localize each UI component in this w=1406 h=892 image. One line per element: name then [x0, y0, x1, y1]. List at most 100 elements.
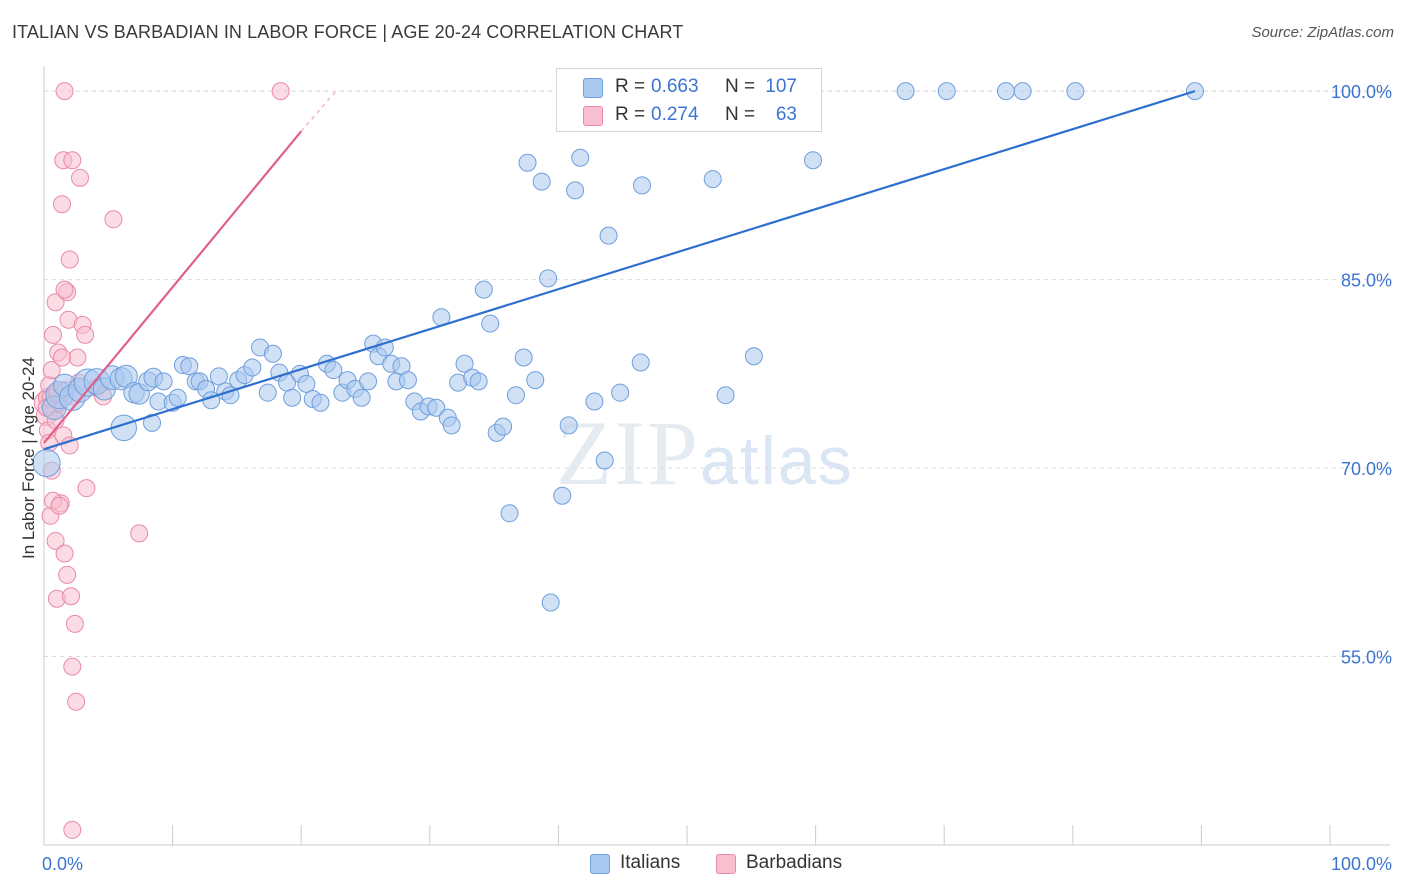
- barbadian-point: [68, 348, 87, 367]
- y-tick-label: 85.0%: [1341, 271, 1392, 291]
- y-tick-label: 55.0%: [1341, 648, 1392, 668]
- legend-n-label: N =: [725, 104, 756, 125]
- barbadian-point: [53, 348, 72, 367]
- legend-swatch-italians: [590, 854, 610, 874]
- watermark: ZIPatlas: [556, 400, 854, 506]
- barbadian-point: [44, 325, 63, 344]
- legend-row-italians: R = 0.663 N = 107: [557, 73, 821, 101]
- italian-point: [553, 486, 572, 505]
- barbadian-point: [65, 614, 84, 633]
- legend-label-barbadians: Barbadians: [746, 852, 843, 873]
- barbadian-point: [46, 531, 65, 550]
- barbadians-trend-line: [43, 130, 303, 444]
- trend-layer: [43, 90, 1196, 451]
- x-tick-label: 0.0%: [42, 854, 83, 874]
- italian-point: [1066, 82, 1085, 101]
- italian-point: [263, 344, 282, 363]
- barbadian-point: [71, 168, 90, 187]
- italian-point: [996, 82, 1015, 101]
- italian-point: [427, 398, 446, 417]
- italians-trend-line: [43, 90, 1196, 451]
- barbadian-point: [58, 565, 77, 584]
- italian-point: [324, 361, 343, 380]
- legend-swatch-barbadians: [716, 854, 736, 874]
- italian-point: [1013, 82, 1032, 101]
- legend-row-barbadians: R = 0.274 N = 63: [557, 101, 821, 129]
- y-axis-label: In Labor Force | Age 20-24: [19, 357, 38, 559]
- italian-point: [359, 372, 378, 391]
- italian-point: [258, 383, 277, 402]
- barbadian-point: [53, 195, 72, 214]
- italian-point: [716, 386, 735, 405]
- barbadian-point: [42, 361, 61, 380]
- legend-r-value: 0.274: [651, 104, 699, 125]
- italian-point: [937, 82, 956, 101]
- barbadian-point: [63, 151, 82, 170]
- italian-point: [532, 172, 551, 191]
- italian-point: [180, 357, 199, 376]
- legend-r-label: R =: [615, 76, 646, 97]
- italian-point: [539, 269, 558, 288]
- italian-point: [518, 153, 537, 172]
- italian-point: [311, 393, 330, 412]
- italian-point: [168, 388, 187, 407]
- label-layer: 55.0% 70.0% 85.0% 100.0% 0.0% 100.0% In Labor …: [19, 82, 1392, 874]
- barbadian-point: [60, 250, 79, 269]
- italian-point: [585, 392, 604, 411]
- italian-point: [297, 374, 316, 393]
- barbadian-point: [63, 820, 82, 839]
- x-tick-label: 100.0%: [1331, 854, 1392, 874]
- barbadian-point: [50, 496, 69, 515]
- italian-point: [500, 504, 519, 523]
- barbadian-point: [46, 293, 65, 312]
- italian-point: [541, 593, 560, 612]
- legend-r-label: R =: [615, 104, 646, 125]
- watermark-atlas: atlas: [700, 423, 854, 499]
- barbadian-point: [104, 210, 123, 229]
- barbadian-point: [271, 82, 290, 101]
- legend-n-value: 107: [765, 76, 797, 97]
- barbadian-point: [77, 479, 96, 498]
- italian-point: [526, 371, 545, 390]
- italian-point: [474, 280, 493, 299]
- italian-point: [896, 82, 915, 101]
- italian-point: [611, 383, 630, 402]
- italian-point: [494, 417, 513, 436]
- italian-point: [703, 170, 722, 189]
- barbadian-point: [62, 587, 81, 606]
- legend-r-value: 0.663: [651, 76, 699, 97]
- italian-point: [632, 176, 651, 195]
- italian-point: [283, 388, 302, 407]
- italian-point: [209, 367, 228, 386]
- chart-title: ITALIAN VS BARBADIAN IN LABOR FORCE | AG…: [12, 22, 684, 42]
- barbadian-point: [55, 82, 74, 101]
- italian-point: [744, 347, 763, 366]
- barbadians-trend-extension: [300, 90, 337, 132]
- italian-point: [398, 371, 417, 390]
- italian-point: [514, 348, 533, 367]
- italian-point: [352, 388, 371, 407]
- y-tick-label: 100.0%: [1331, 82, 1392, 102]
- barbadian-point: [60, 436, 79, 455]
- italian-point: [481, 314, 500, 333]
- italian-point: [631, 353, 650, 372]
- source-label: Source: ZipAtlas.com: [1251, 24, 1394, 41]
- italian-point: [455, 354, 474, 373]
- italian-point: [506, 386, 525, 405]
- legend-label-italians: Italians: [620, 852, 681, 873]
- italian-point: [375, 338, 394, 357]
- barbadian-point: [55, 280, 74, 299]
- watermark-zip: ZIP: [556, 402, 700, 504]
- legend-n-value: 63: [775, 104, 797, 125]
- barbadian-point: [63, 657, 82, 676]
- points-layer: [32, 82, 1204, 839]
- barbadian-point: [55, 544, 74, 563]
- italian-point: [804, 151, 823, 170]
- italian-point: [143, 413, 162, 432]
- barbadian-point: [76, 325, 95, 344]
- italian-point: [571, 148, 590, 167]
- correlation-legend: R = 0.663 N = 107 R = 0.274 N = 63: [556, 68, 822, 132]
- italian-point: [469, 372, 488, 391]
- italian-point: [566, 181, 585, 200]
